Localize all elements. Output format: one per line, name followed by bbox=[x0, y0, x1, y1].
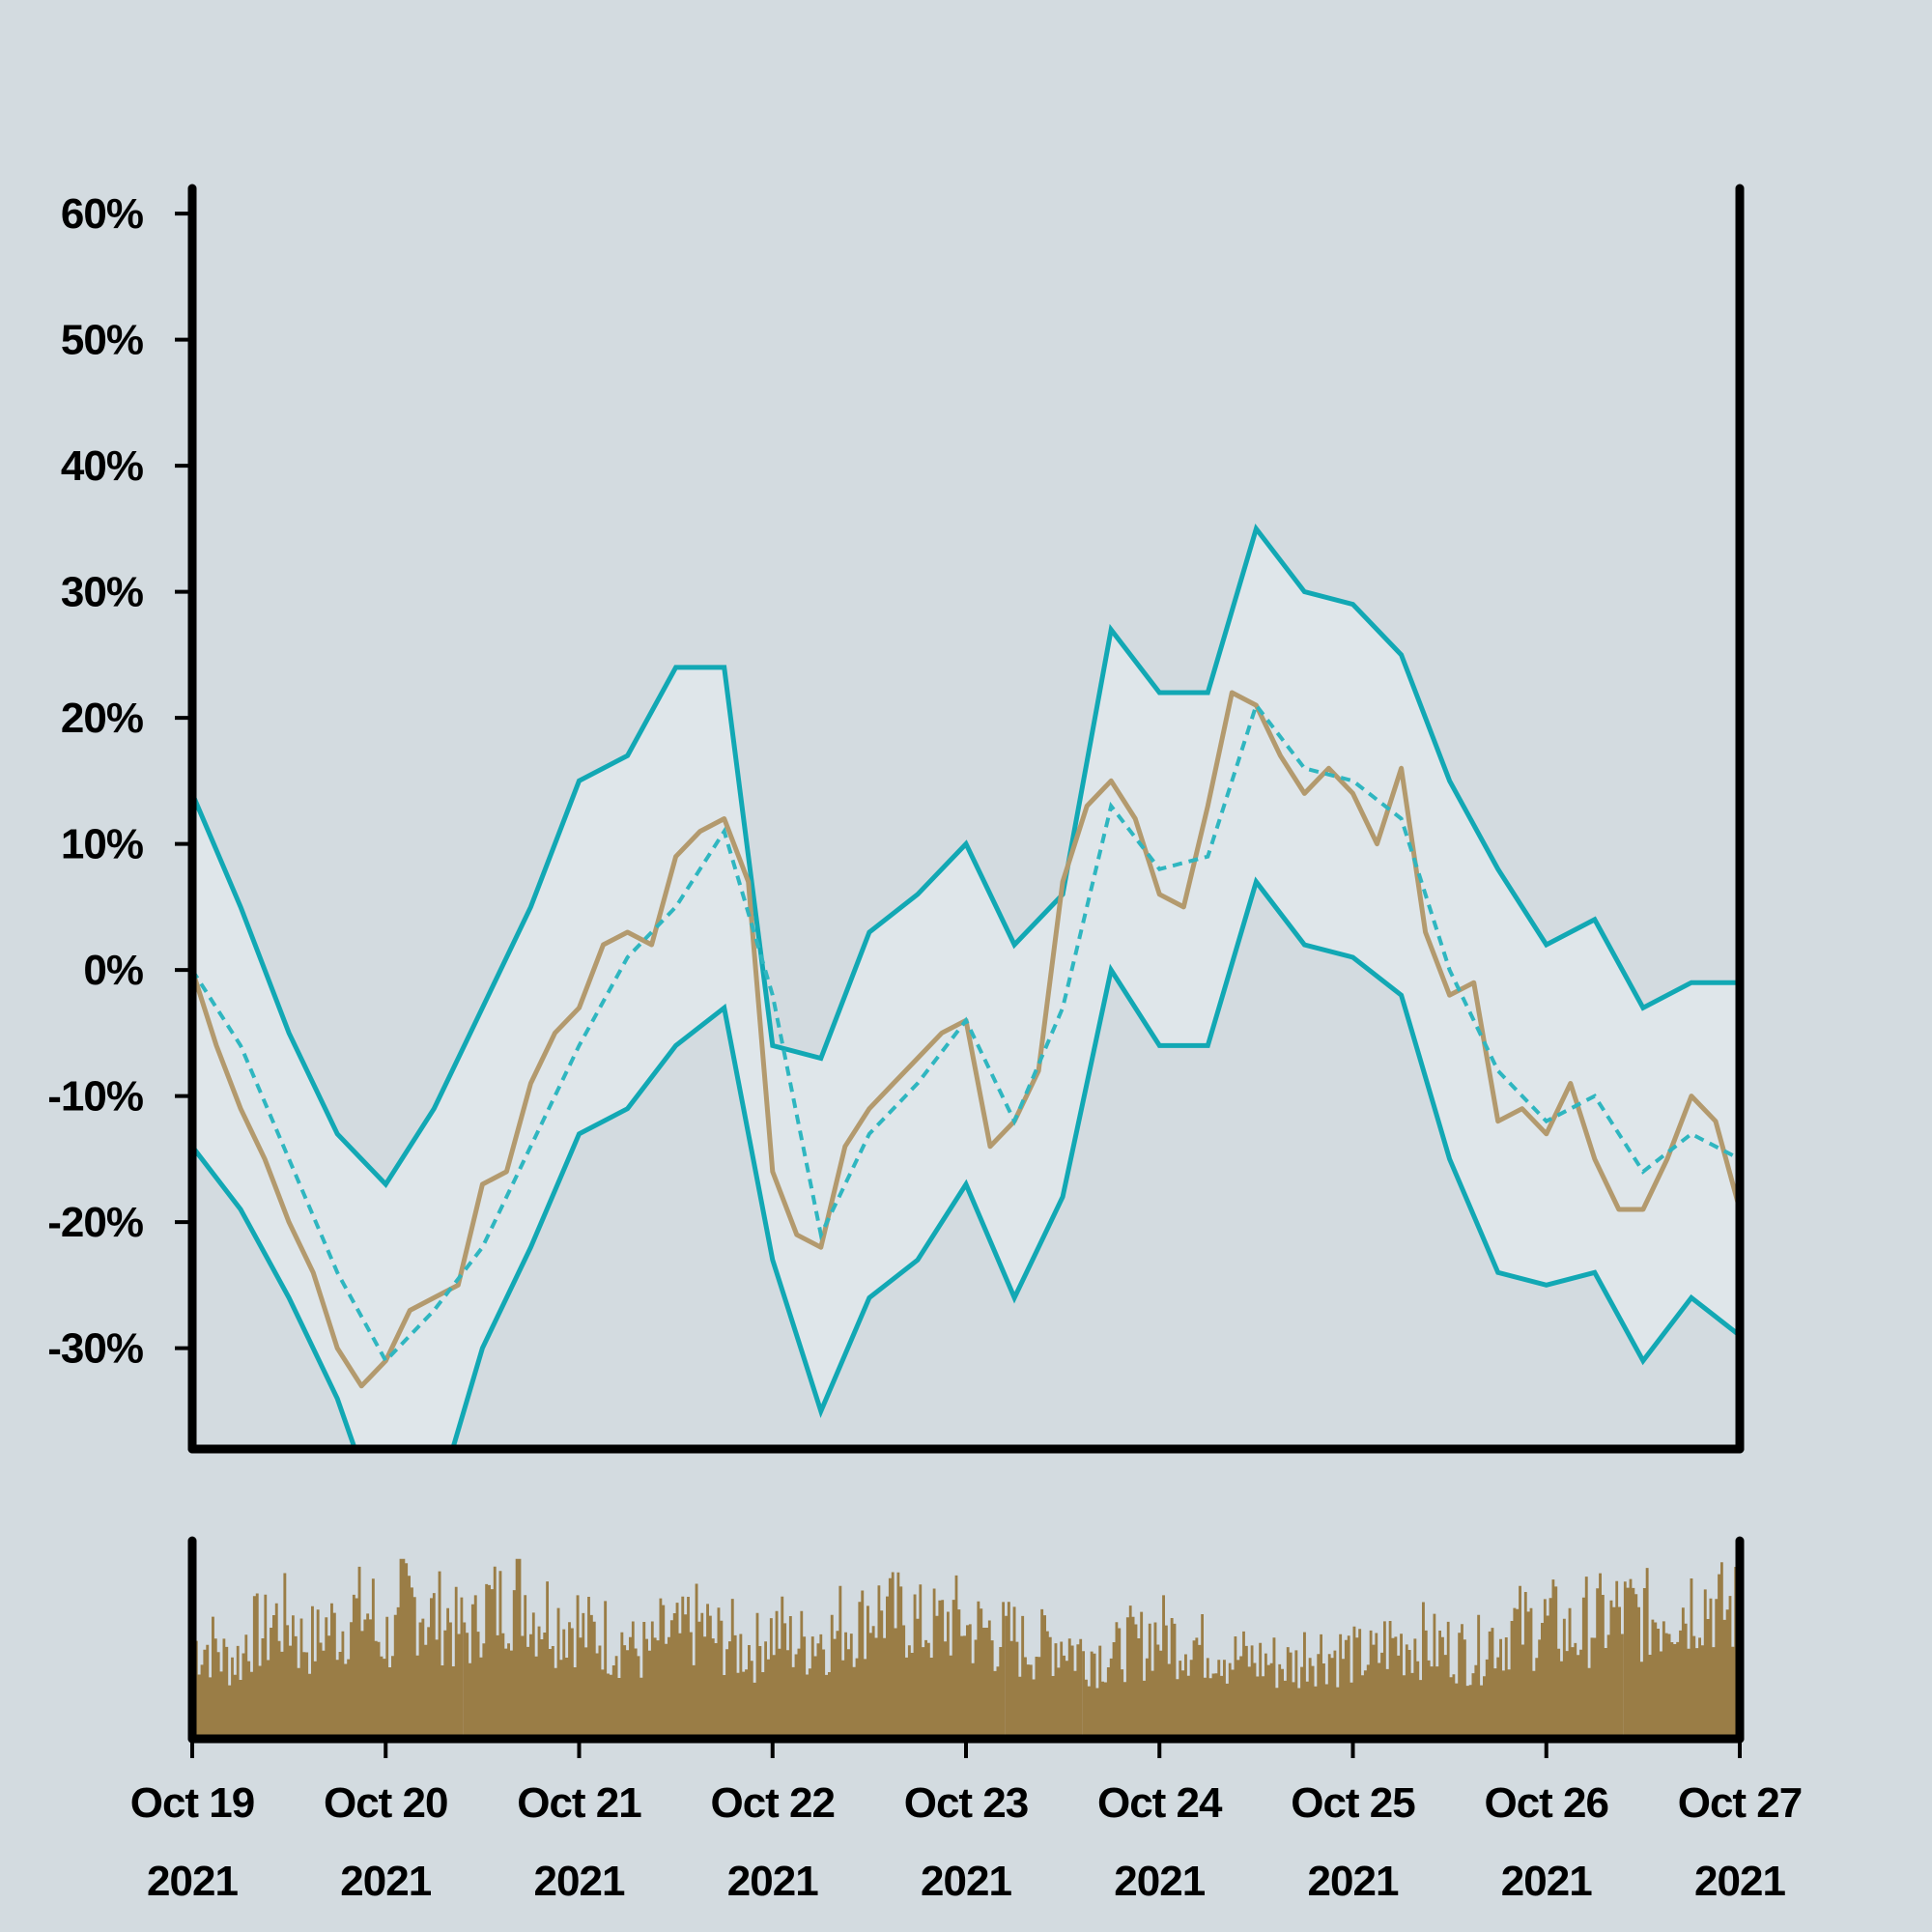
x-tick-label-year: 2021 bbox=[1308, 1858, 1399, 1905]
y-tick-label: -10% bbox=[47, 1073, 143, 1121]
volume-plot bbox=[192, 1558, 1740, 1739]
x-axis-ticks: Oct 19 2021 Oct 20 2021 Oct 21 2021 Oct 22 2021… bbox=[130, 1739, 1803, 1905]
x-tick-label-date: Oct 27 bbox=[1678, 1779, 1803, 1827]
x-tick-label-year: 2021 bbox=[1114, 1858, 1205, 1905]
x-tick-label-date: Oct 23 bbox=[904, 1779, 1029, 1827]
y-tick-label: 30% bbox=[61, 569, 143, 616]
y-tick-label: 10% bbox=[61, 821, 143, 868]
y-tick-label: -20% bbox=[47, 1199, 143, 1246]
x-tick-label-date: Oct 21 bbox=[517, 1779, 641, 1827]
x-tick-label-year: 2021 bbox=[727, 1858, 818, 1905]
x-tick-label-date: Oct 19 bbox=[130, 1779, 255, 1827]
x-tick-label-year: 2021 bbox=[534, 1858, 625, 1905]
y-axis-ticks: -30% -20% -10% 0% 10% 20% 30% 40% 50% 60% bbox=[47, 190, 192, 1373]
x-tick-label-year: 2021 bbox=[340, 1858, 431, 1905]
y-tick-label: 50% bbox=[61, 317, 143, 364]
x-tick-label-date: Oct 25 bbox=[1291, 1779, 1415, 1827]
x-tick-label-year: 2021 bbox=[921, 1858, 1011, 1905]
x-tick-label-year: 2021 bbox=[1694, 1858, 1785, 1905]
y-tick-label: 60% bbox=[61, 190, 143, 238]
volume-bars bbox=[192, 1558, 1740, 1739]
main-axes bbox=[187, 184, 1745, 1454]
y-tick-label: 20% bbox=[61, 695, 143, 742]
y-tick-label: -30% bbox=[47, 1325, 143, 1373]
main-plot bbox=[192, 523, 1740, 1449]
bollinger-band-fill bbox=[192, 528, 1740, 1449]
x-tick-label-year: 2021 bbox=[147, 1858, 238, 1905]
x-tick-label-year: 2021 bbox=[1501, 1858, 1592, 1905]
y-tick-label: 0% bbox=[83, 947, 143, 994]
x-tick-label-date: Oct 22 bbox=[710, 1779, 835, 1827]
moving-average-line bbox=[192, 700, 1740, 1365]
lower-band-line bbox=[192, 876, 1740, 1449]
x-tick-label-date: Oct 20 bbox=[324, 1779, 448, 1827]
x-tick-label-date: Oct 26 bbox=[1484, 1779, 1608, 1827]
upper-band-line bbox=[192, 523, 1740, 1189]
y-tick-label: 40% bbox=[61, 442, 143, 490]
x-tick-label-date: Oct 24 bbox=[1097, 1779, 1223, 1827]
